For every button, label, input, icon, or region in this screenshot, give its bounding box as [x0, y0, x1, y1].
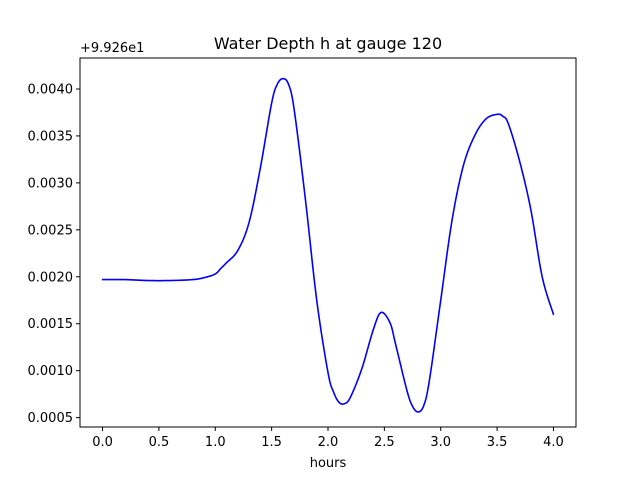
plot-area — [80, 58, 576, 427]
y-tick-label: 0.0010 — [28, 364, 74, 379]
y-tick-label: 0.0020 — [28, 270, 74, 285]
y-tick-label: 0.0015 — [28, 317, 74, 332]
x-axis-label: hours — [310, 456, 347, 471]
chart-title: Water Depth h at gauge 120 — [214, 34, 442, 53]
x-tick-label: 2.5 — [374, 435, 395, 450]
x-tick-label: 0.5 — [149, 435, 170, 450]
plot-frame — [79, 57, 577, 428]
x-tick-label: 1.5 — [261, 435, 282, 450]
x-tick-label: 3.0 — [430, 435, 451, 450]
x-tick-label: 2.0 — [318, 435, 339, 450]
ticks-layer: 0.0 0.5 1.0 1.5 2.0 2.5 3.0 3.5 4.0 0.0005 0.0010 0… — [28, 82, 564, 450]
y-tick-label: 0.0005 — [28, 411, 74, 426]
y-offset-label: +9.926e1 — [80, 41, 144, 56]
x-tick-label: 0.0 — [92, 435, 113, 450]
y-tick-label: 0.0030 — [28, 176, 74, 191]
x-tick-label: 1.0 — [205, 435, 226, 450]
y-tick-label: 0.0035 — [28, 129, 74, 144]
x-tick-label: 3.5 — [487, 435, 508, 450]
y-tick-label: 0.0040 — [28, 82, 74, 97]
series-line-water-depth — [101, 77, 555, 413]
y-tick-label: 0.0025 — [28, 223, 74, 238]
x-tick-label: 4.0 — [543, 435, 564, 450]
